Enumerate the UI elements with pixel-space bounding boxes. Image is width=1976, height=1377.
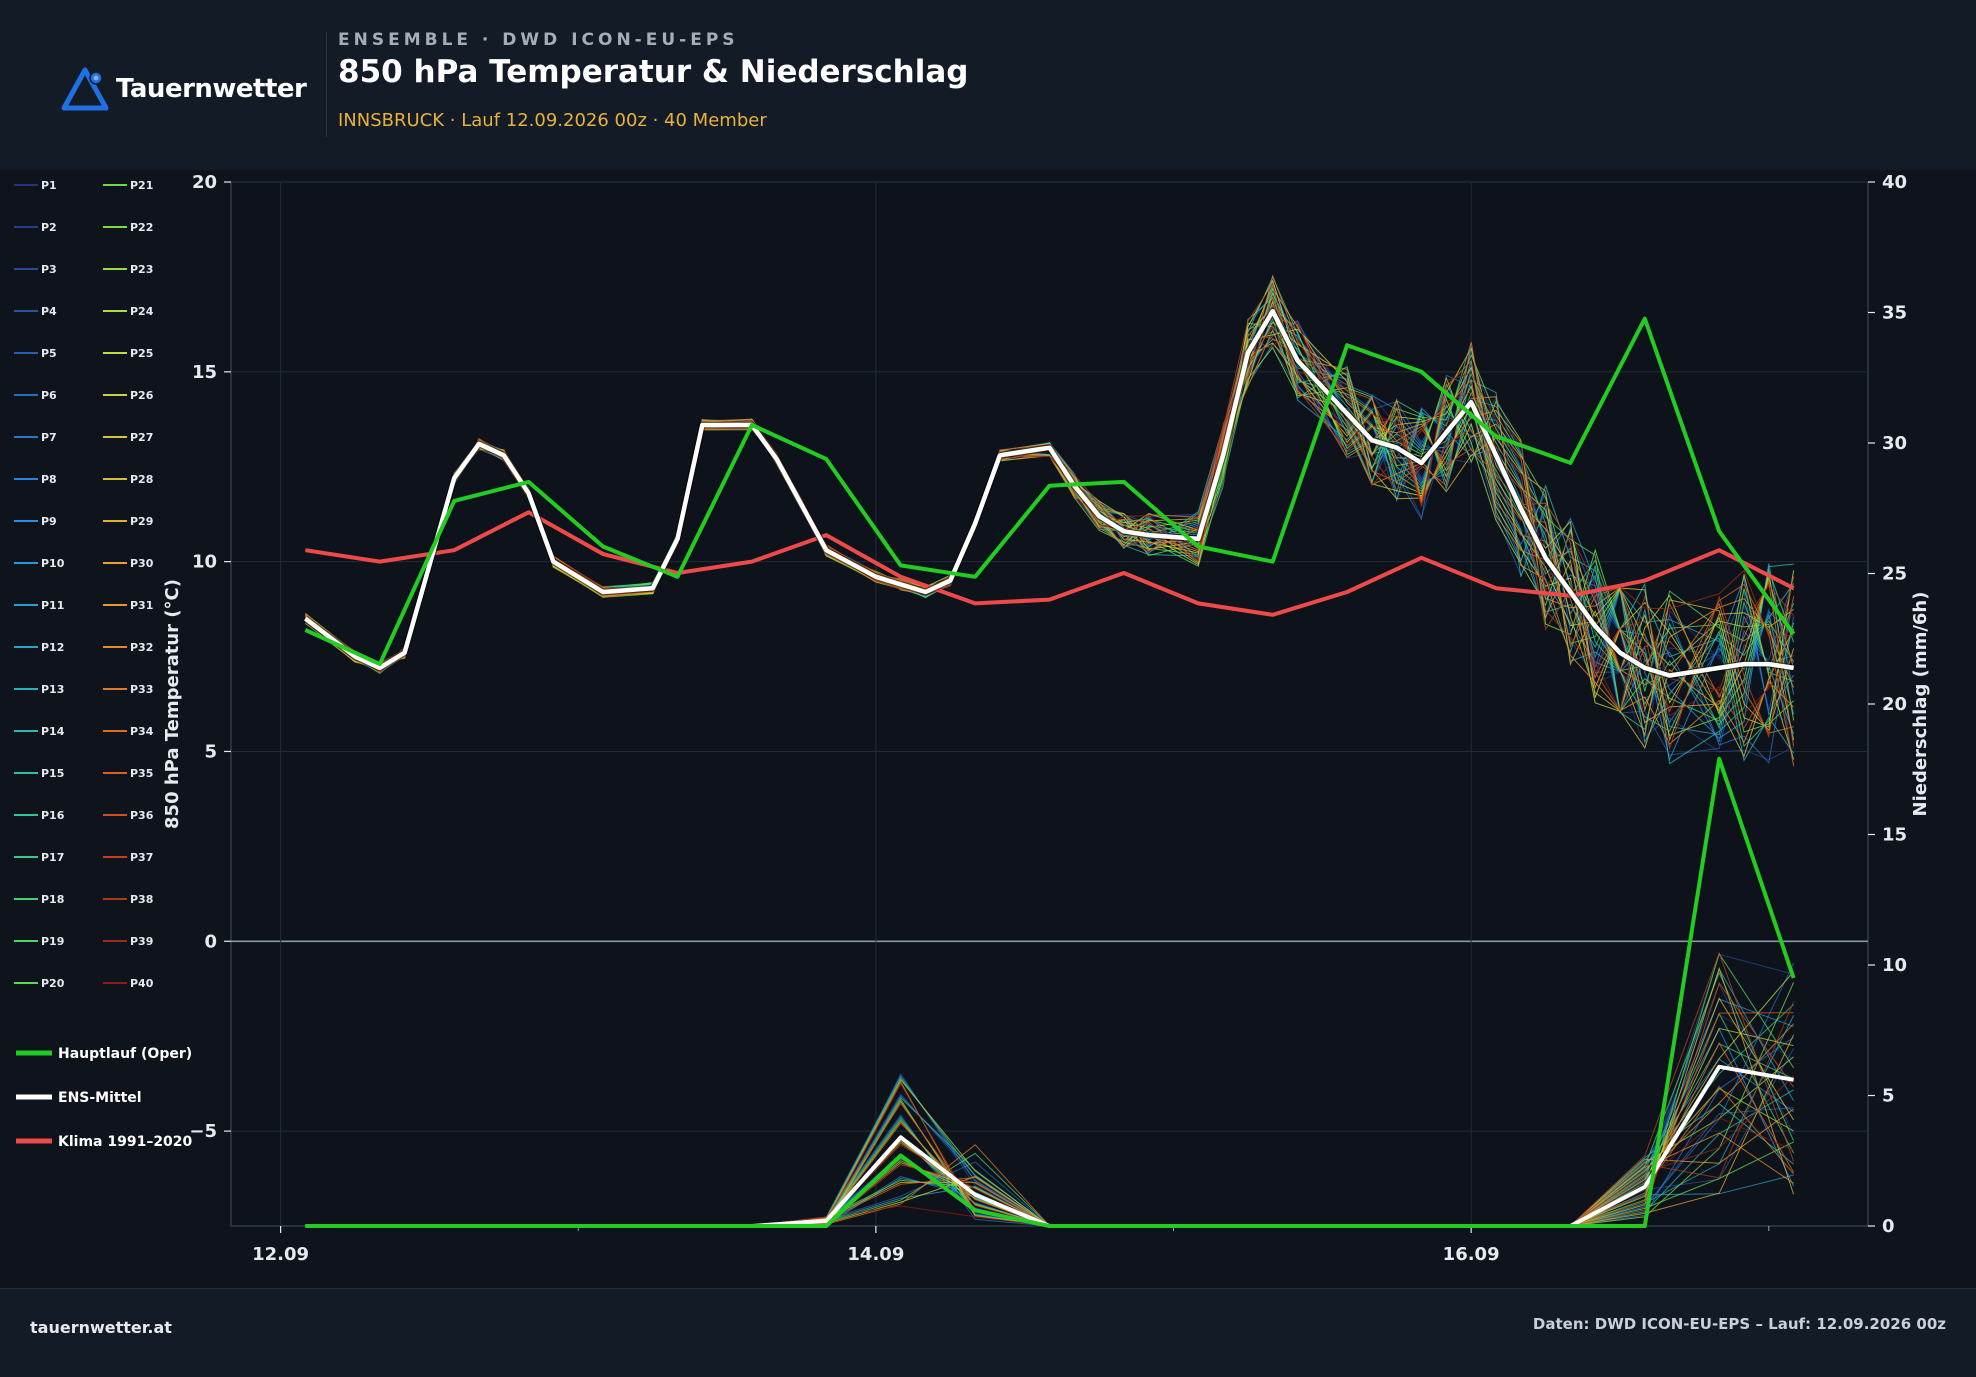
legend-label-p1: P1	[41, 179, 57, 192]
legend-label-p31: P31	[130, 599, 153, 612]
legend-label-p22: P22	[130, 221, 153, 234]
plot-area	[230, 181, 1869, 1227]
legend-label-p30: P30	[130, 557, 154, 570]
legend-label-p28: P28	[130, 473, 153, 486]
y-left-tick-label: −5	[189, 1121, 217, 1142]
y-left-tick-label: 20	[192, 172, 217, 193]
legend-label-p12: P12	[41, 641, 64, 654]
legend-label-p11: P11	[41, 599, 64, 612]
y-right-tick-label: 0	[1882, 1216, 1895, 1237]
y-left-tick-label: 0	[204, 931, 217, 952]
legend-label-p4: P4	[41, 305, 57, 318]
legend-label-p38: P38	[130, 893, 153, 906]
legend-label-p2: P2	[41, 221, 57, 234]
y-right-tick-label: 25	[1882, 564, 1907, 585]
y-right-tick-label: 35	[1882, 303, 1907, 324]
legend-label-p9: P9	[41, 515, 57, 528]
legend-label-p13: P13	[41, 683, 64, 696]
y-right-tick-label: 10	[1882, 955, 1907, 976]
legend-label-p20: P20	[41, 977, 65, 990]
legend-label-p5: P5	[41, 347, 57, 360]
x-tick-label: 14.09	[847, 1244, 904, 1265]
chart-subtitle: INNSBRUCK · Lauf 12.09.2026 00z · 40 Mem…	[338, 110, 767, 131]
legend-label-p25: P25	[130, 347, 153, 360]
oper-temp-line	[304, 316, 1796, 667]
x-tick-label: 16.09	[1443, 1244, 1500, 1265]
legend-label-p37: P37	[130, 851, 153, 864]
legend-label-p32: P32	[130, 641, 153, 654]
ensemble-chart: −5 0 5 10 15 20 0 5 10 15 20 25 30 35 40 12.09 14.09 16.0…	[14, 172, 1931, 1265]
ens-mean-temp-line	[304, 308, 1794, 678]
y-left-tick-label: 5	[204, 741, 217, 762]
legend-label-p8: P8	[41, 473, 57, 486]
legend-ens-mean-label: ENS-Mittel	[58, 1090, 142, 1106]
y-right-tick-label: 20	[1882, 694, 1907, 715]
footer-source: Daten: DWD ICON-EU-EPS – Lauf: 12.09.202…	[1532, 1315, 1946, 1333]
legend-label-p17: P17	[41, 851, 64, 864]
logo-text: Tauernwetter	[116, 74, 307, 104]
y-right-tick-label: 40	[1882, 172, 1907, 193]
legend-climate-label: Klima 1991–2020	[58, 1134, 193, 1150]
legend-label-p14: P14	[41, 725, 65, 738]
mountain-logo-icon	[61, 67, 109, 111]
y-right-tick-label: 15	[1882, 825, 1907, 846]
y-right-tick-label: 30	[1882, 433, 1907, 454]
member-temp-line-p32	[305, 328, 1794, 745]
chart-kicker: ENSEMBLE · DWD ICON-EU-EPS	[338, 30, 739, 50]
legend-label-p33: P33	[130, 683, 153, 696]
oper-precip-line	[305, 756, 1796, 1228]
y-left-tick-label: 15	[192, 362, 217, 383]
header-bar: Tauernwetter ENSEMBLE · DWD ICON-EU-EPS …	[0, 0, 1976, 170]
legend-label-p3: P3	[41, 263, 57, 276]
footer-site[interactable]: tauernwetter.at	[30, 1318, 172, 1337]
legend-label-p27: P27	[130, 431, 153, 444]
legend-oper-label: Hauptlauf (Oper)	[58, 1046, 192, 1062]
legend-label-p10: P10	[41, 557, 65, 570]
legend-label-p7: P7	[41, 431, 57, 444]
y-left-tick-label: 10	[192, 552, 217, 573]
legend-label-p40: P40	[130, 977, 154, 990]
legend-label-p15: P15	[41, 767, 64, 780]
legend-label-p23: P23	[130, 263, 153, 276]
legend-label-p6: P6	[41, 389, 57, 402]
legend-label-p18: P18	[41, 893, 64, 906]
legend-label-p36: P36	[130, 809, 154, 822]
legend-label-p35: P35	[130, 767, 153, 780]
legend-label-p29: P29	[130, 515, 153, 528]
member-temp-line-p39	[305, 324, 1794, 673]
legend-label-p34: P34	[130, 725, 154, 738]
legend-label-p39: P39	[130, 935, 153, 948]
logo[interactable]: Tauernwetter	[60, 66, 307, 112]
legend-label-p24: P24	[130, 305, 154, 318]
y-right-axis-label: Niederschlag (mm/6h)	[1910, 592, 1931, 817]
x-tick-label: 12.09	[252, 1244, 309, 1265]
y-left-axis-label: 850 hPa Temperatur (°C)	[162, 579, 183, 829]
header-divider	[326, 32, 327, 137]
chart-title: 850 hPa Temperatur & Niederschlag	[338, 54, 969, 90]
footer-bar: tauernwetter.at Daten: DWD ICON-EU-EPS –…	[0, 1288, 1976, 1377]
climate-line	[305, 510, 1795, 617]
legend-label-p16: P16	[41, 809, 65, 822]
legend-label-p21: P21	[130, 179, 153, 192]
legend-label-p19: P19	[41, 935, 64, 948]
legend-label-p26: P26	[130, 389, 154, 402]
y-right-tick-label: 5	[1882, 1086, 1895, 1107]
